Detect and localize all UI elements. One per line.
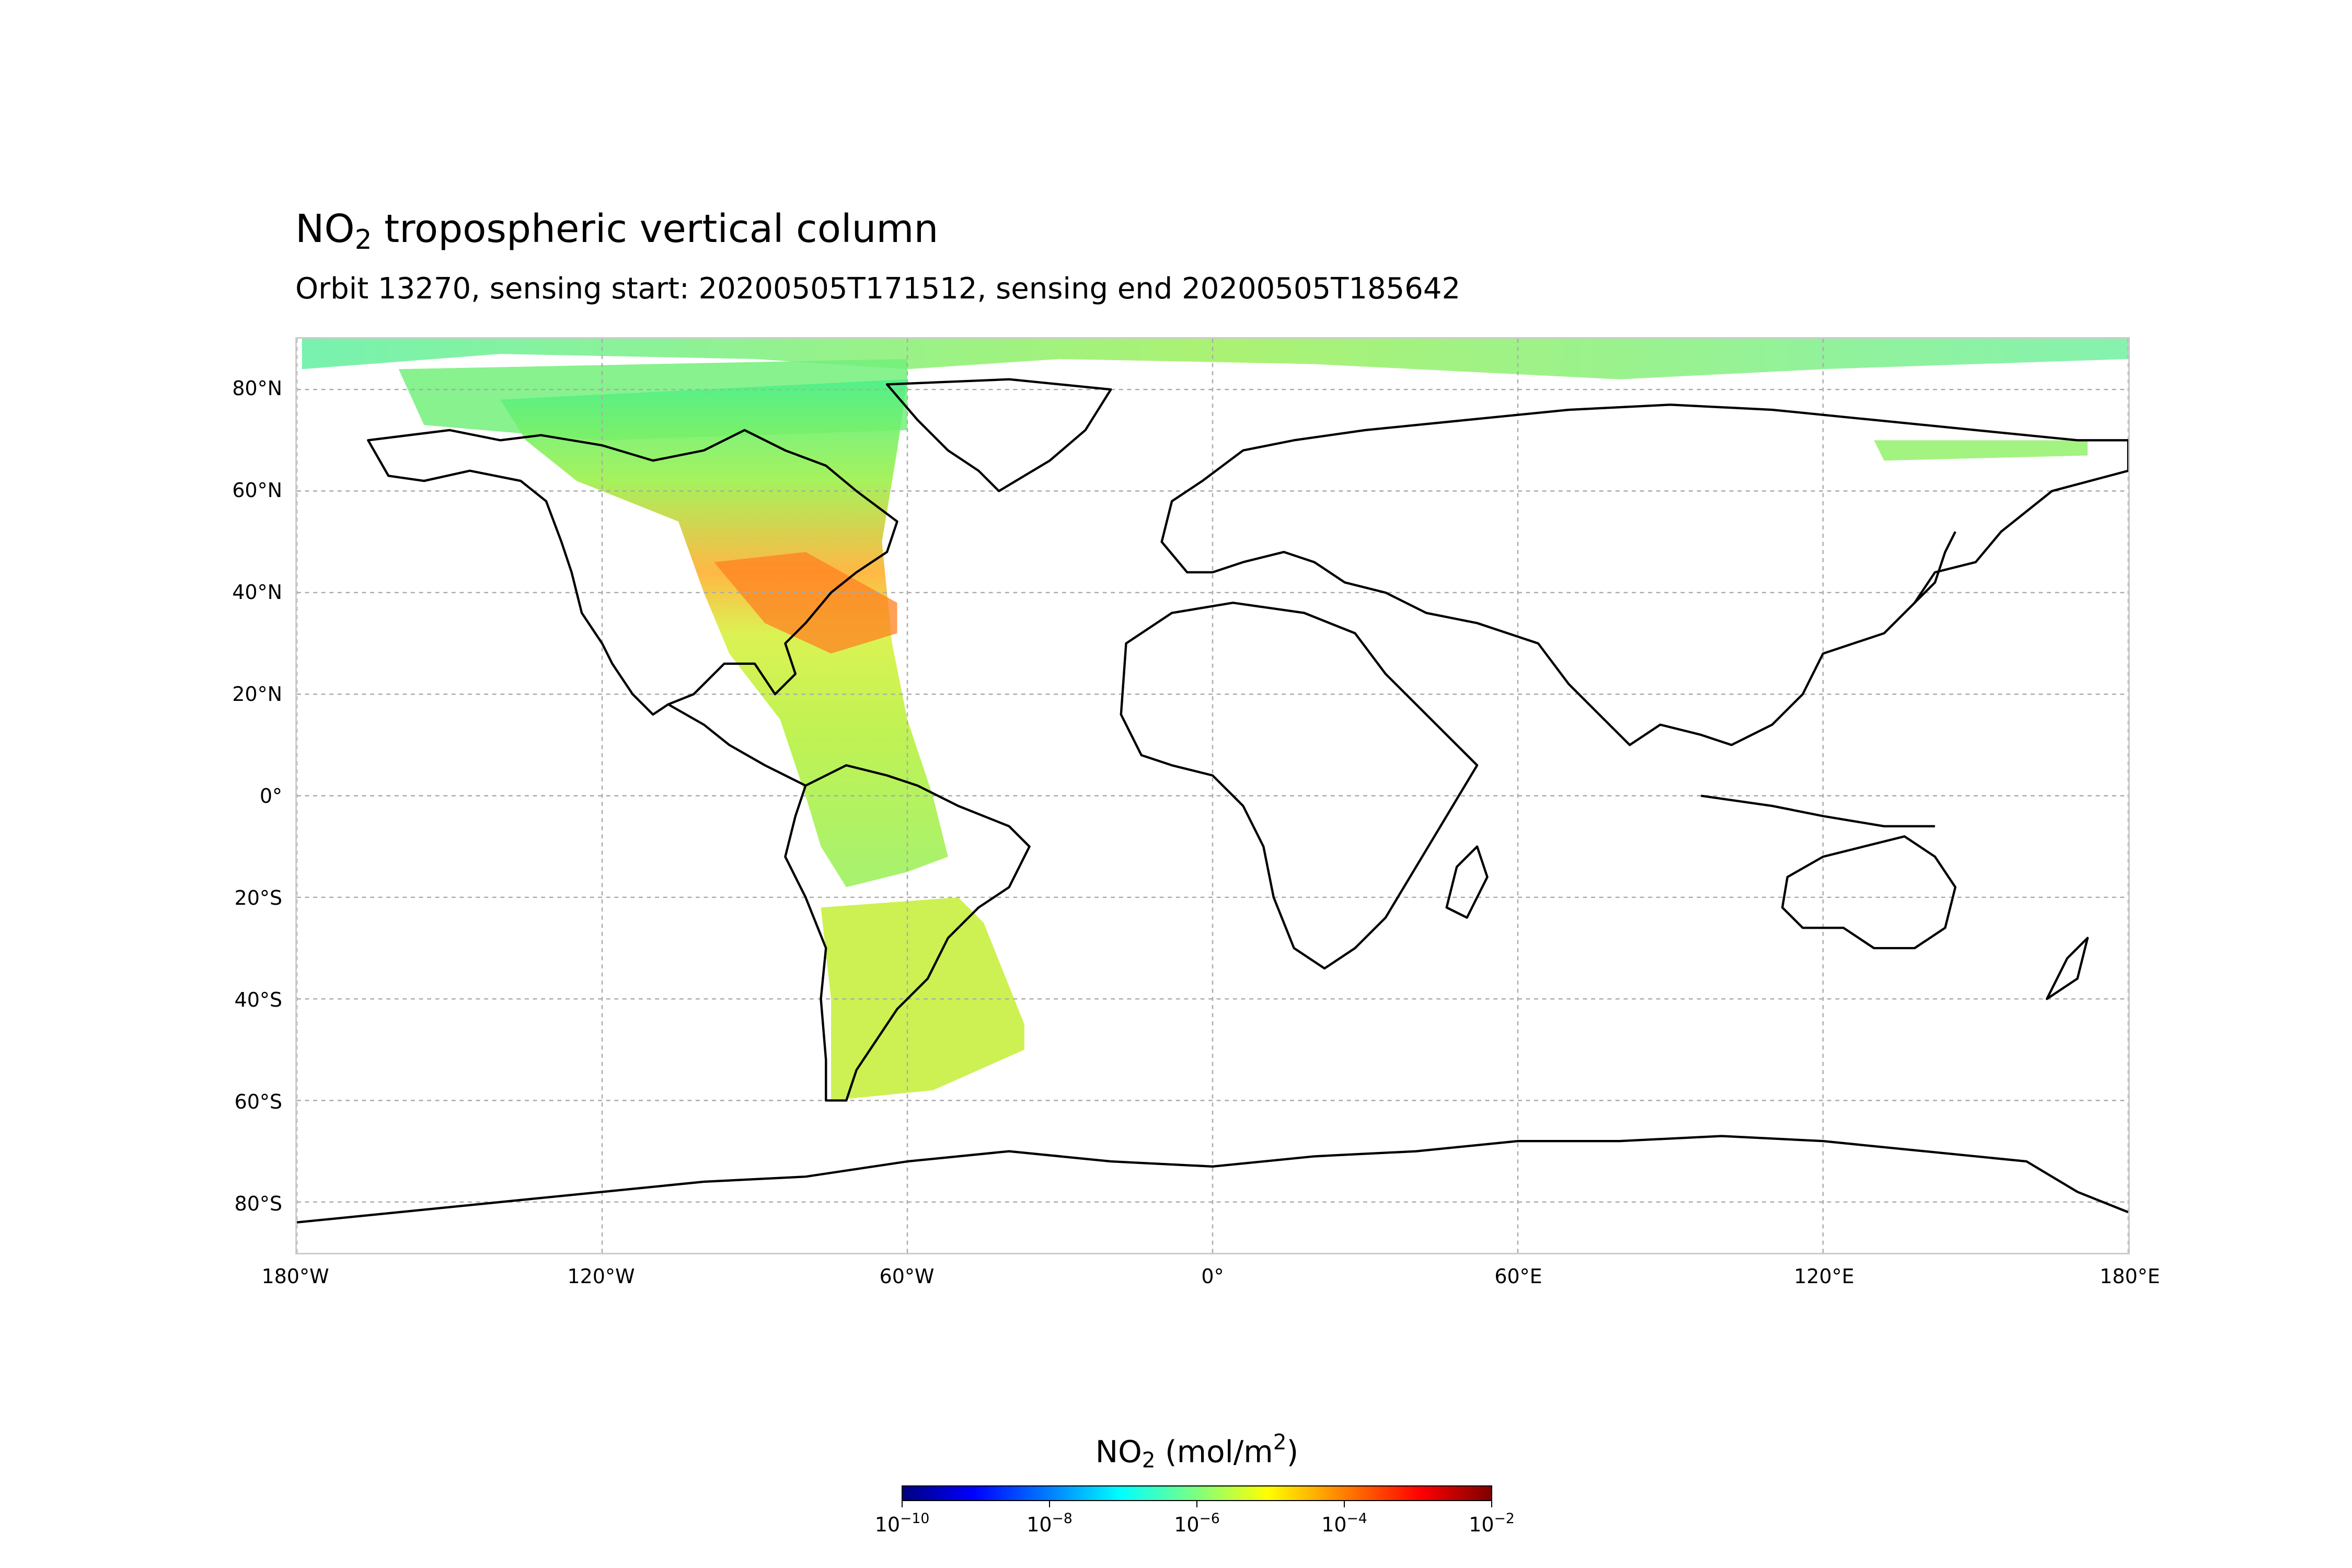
title-subscript: 2 [354, 224, 372, 256]
siberia-swath [1874, 440, 2088, 461]
map-panel [295, 337, 2130, 1254]
colorbar-tick-base: 10 [874, 1513, 901, 1536]
colorbar-tick-label: 10−6 [1174, 1511, 1220, 1536]
coast-north-america [367, 429, 898, 716]
lon-tick-label: 0° [1201, 1265, 1224, 1288]
colorbar-tick-label: 10−8 [1027, 1511, 1073, 1536]
colorbar-tick-exponent: −10 [900, 1511, 930, 1527]
coast-madagascar [1445, 845, 1489, 919]
colorbar-tick-base: 10 [1469, 1513, 1494, 1536]
cb-label-sup: 2 [1273, 1429, 1287, 1455]
coast-japan [1913, 531, 1957, 604]
colorbar-tick-base: 10 [1027, 1513, 1052, 1536]
lat-tick-label: 0° [259, 784, 282, 808]
colorbar-tick-label: 10−4 [1321, 1511, 1367, 1536]
lat-tick-label: 80°N [232, 376, 282, 400]
lat-tick-label: 80°S [234, 1192, 282, 1215]
colorbar [902, 1485, 1492, 1501]
title-no: NO [295, 206, 355, 251]
lat-tick-label: 20°S [234, 886, 282, 909]
figure-title: NO2 tropospheric vertical column [295, 206, 938, 256]
colorbar-label: NO2 (mol/m2) [1096, 1429, 1299, 1473]
coastlines [297, 378, 2128, 1224]
gridlines [297, 339, 2128, 1253]
coast-greenland [885, 378, 1112, 492]
colorbar-tick-base: 10 [1174, 1513, 1200, 1536]
lat-tick-label: 60°N [232, 478, 282, 502]
colorbar-tick-label: 10−2 [1469, 1511, 1515, 1536]
coast-indonesia [1701, 794, 1935, 827]
lon-tick-label: 120°W [567, 1265, 635, 1288]
south-america-swath [821, 897, 1024, 1101]
world-map [297, 339, 2128, 1253]
cb-label-unit-pre: (mol/m [1155, 1434, 1273, 1470]
coast-south-america [784, 764, 1031, 1102]
cb-label-sub: 2 [1142, 1447, 1156, 1473]
coast-africa [1120, 602, 1479, 970]
lon-tick-label: 60°W [879, 1265, 935, 1288]
colorbar-tick-mark [1049, 1501, 1050, 1507]
cb-label-no: NO [1095, 1434, 1142, 1470]
lon-tick-label: 120°E [1794, 1265, 1854, 1288]
lon-tick-label: 60°E [1494, 1265, 1542, 1288]
lon-tick-label: 180°E [2100, 1265, 2160, 1288]
colorbar-tick-exponent: −2 [1494, 1511, 1515, 1527]
colorbar-tick-mark [1344, 1501, 1345, 1507]
lon-tick-label: 180°W [261, 1265, 329, 1288]
coast-eurasia [1160, 403, 2128, 746]
figure-subtitle: Orbit 13270, sensing start: 20200505T171… [295, 272, 1461, 306]
lat-tick-label: 60°S [234, 1090, 282, 1113]
colorbar-tick-mark [1196, 1501, 1197, 1507]
lat-tick-label: 40°N [232, 580, 282, 604]
colorbar-tick-label: 10−10 [875, 1511, 929, 1536]
colorbar-tick-base: 10 [1321, 1513, 1347, 1536]
colorbar-tick-mark [902, 1501, 903, 1507]
coast-central-america [667, 703, 806, 787]
cb-label-unit-post: ) [1286, 1434, 1299, 1470]
coast-antarctica [297, 1135, 2128, 1224]
coast-australia [1781, 835, 1957, 950]
lat-tick-label: 20°N [232, 682, 282, 706]
main-orbit-swath [500, 379, 948, 887]
title-rest: tropospheric vertical column [372, 206, 939, 251]
lat-tick-label: 40°S [234, 988, 282, 1011]
colorbar-tick-exponent: −6 [1199, 1511, 1220, 1527]
colorbar-tick-exponent: −4 [1346, 1511, 1367, 1527]
arctic-swath [302, 339, 2128, 379]
colorbar-tick-mark [1491, 1501, 1492, 1507]
no2-swath-layer [302, 339, 2128, 1101]
colorbar-tick-exponent: −8 [1052, 1511, 1073, 1527]
coast-new-zealand [2046, 937, 2089, 1000]
